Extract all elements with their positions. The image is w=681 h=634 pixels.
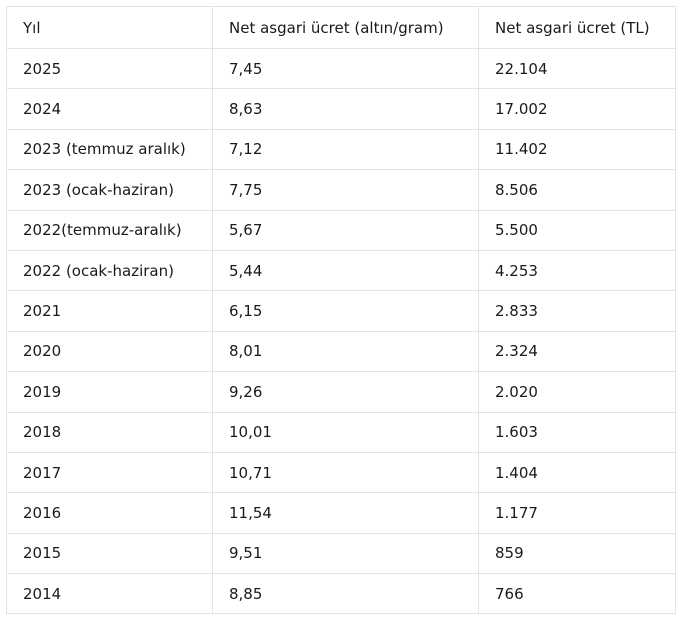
cell-wage-tl: 766 xyxy=(478,573,676,615)
cell-year: 2020 xyxy=(6,330,213,373)
cell-wage-gold: 7,12 xyxy=(212,128,479,171)
cell-year: 2014 xyxy=(6,573,213,615)
cell-wage-tl: 4.253 xyxy=(478,249,676,292)
minimum-wage-table: Yıl Net asgari ücret (altın/gram) Net as… xyxy=(6,6,676,615)
cell-wage-gold: 7,45 xyxy=(212,47,479,90)
table-container: Yıl Net asgari ücret (altın/gram) Net as… xyxy=(6,6,676,615)
cell-wage-gold: 9,51 xyxy=(212,532,479,575)
cell-wage-tl: 859 xyxy=(478,532,676,575)
cell-wage-tl: 1.603 xyxy=(478,411,676,453)
cell-wage-gold: 9,26 xyxy=(212,371,479,413)
cell-wage-tl: 17.002 xyxy=(478,88,676,130)
cell-year: 2022 (ocak-haziran) xyxy=(6,249,213,292)
cell-wage-gold: 5,44 xyxy=(212,249,479,292)
cell-wage-gold: 10,01 xyxy=(212,411,479,453)
cell-wage-tl: 11.402 xyxy=(478,128,676,171)
cell-wage-gold: 11,54 xyxy=(212,492,479,534)
cell-year: 2022(temmuz-aralık) xyxy=(6,209,213,251)
header-row: Yıl Net asgari ücret (altın/gram) Net as… xyxy=(6,6,676,49)
table-row: 2022 (ocak-haziran) 5,44 4.253 xyxy=(6,249,676,292)
table-row: 2017 10,71 1.404 xyxy=(6,451,676,494)
cell-wage-gold: 10,71 xyxy=(212,451,479,494)
cell-wage-tl: 2.324 xyxy=(478,330,676,373)
table-row: 2020 8,01 2.324 xyxy=(6,330,676,373)
cell-wage-tl: 1.404 xyxy=(478,451,676,494)
table-row: 2021 6,15 2.833 xyxy=(6,290,676,332)
cell-wage-tl: 5.500 xyxy=(478,209,676,251)
header-wage-gold: Net asgari ücret (altın/gram) xyxy=(212,6,479,49)
table-row: 2023 (ocak-haziran) 7,75 8.506 xyxy=(6,169,676,211)
table-row: 2024 8,63 17.002 xyxy=(6,88,676,130)
cell-wage-tl: 8.506 xyxy=(478,169,676,211)
cell-wage-gold: 7,75 xyxy=(212,169,479,211)
cell-year: 2019 xyxy=(6,371,213,413)
cell-year: 2023 (temmuz aralık) xyxy=(6,128,213,171)
cell-year: 2016 xyxy=(6,492,213,534)
cell-year: 2025 xyxy=(6,47,213,90)
cell-year: 2015 xyxy=(6,532,213,575)
header-year: Yıl xyxy=(6,6,213,49)
cell-wage-tl: 1.177 xyxy=(478,492,676,534)
table-row: 2015 9,51 859 xyxy=(6,532,676,575)
table-body: 2025 7,45 22.104 2024 8,63 17.002 2023 (temmuz… xyxy=(6,47,676,615)
cell-year: 2023 (ocak-haziran) xyxy=(6,169,213,211)
cell-year: 2021 xyxy=(6,290,213,332)
cell-year: 2024 xyxy=(6,88,213,130)
cell-wage-gold: 8,63 xyxy=(212,88,479,130)
table-row: 2022(temmuz-aralık) 5,67 5.500 xyxy=(6,209,676,251)
cell-wage-gold: 8,01 xyxy=(212,330,479,373)
cell-wage-gold: 6,15 xyxy=(212,290,479,332)
table-row: 2019 9,26 2.020 xyxy=(6,371,676,413)
table-row: 2025 7,45 22.104 xyxy=(6,47,676,90)
cell-wage-gold: 5,67 xyxy=(212,209,479,251)
cell-year: 2018 xyxy=(6,411,213,453)
cell-wage-tl: 2.020 xyxy=(478,371,676,413)
table-row: 2016 11,54 1.177 xyxy=(6,492,676,534)
header-wage-tl: Net asgari ücret (TL) xyxy=(478,6,676,49)
cell-wage-tl: 2.833 xyxy=(478,290,676,332)
table-row: 2023 (temmuz aralık) 7,12 11.402 xyxy=(6,128,676,171)
cell-year: 2017 xyxy=(6,451,213,494)
cell-wage-tl: 22.104 xyxy=(478,47,676,90)
cell-wage-gold: 8,85 xyxy=(212,573,479,615)
table-header: Yıl Net asgari ücret (altın/gram) Net as… xyxy=(6,6,676,49)
table-row: 2018 10,01 1.603 xyxy=(6,411,676,453)
table-row: 2014 8,85 766 xyxy=(6,573,676,615)
